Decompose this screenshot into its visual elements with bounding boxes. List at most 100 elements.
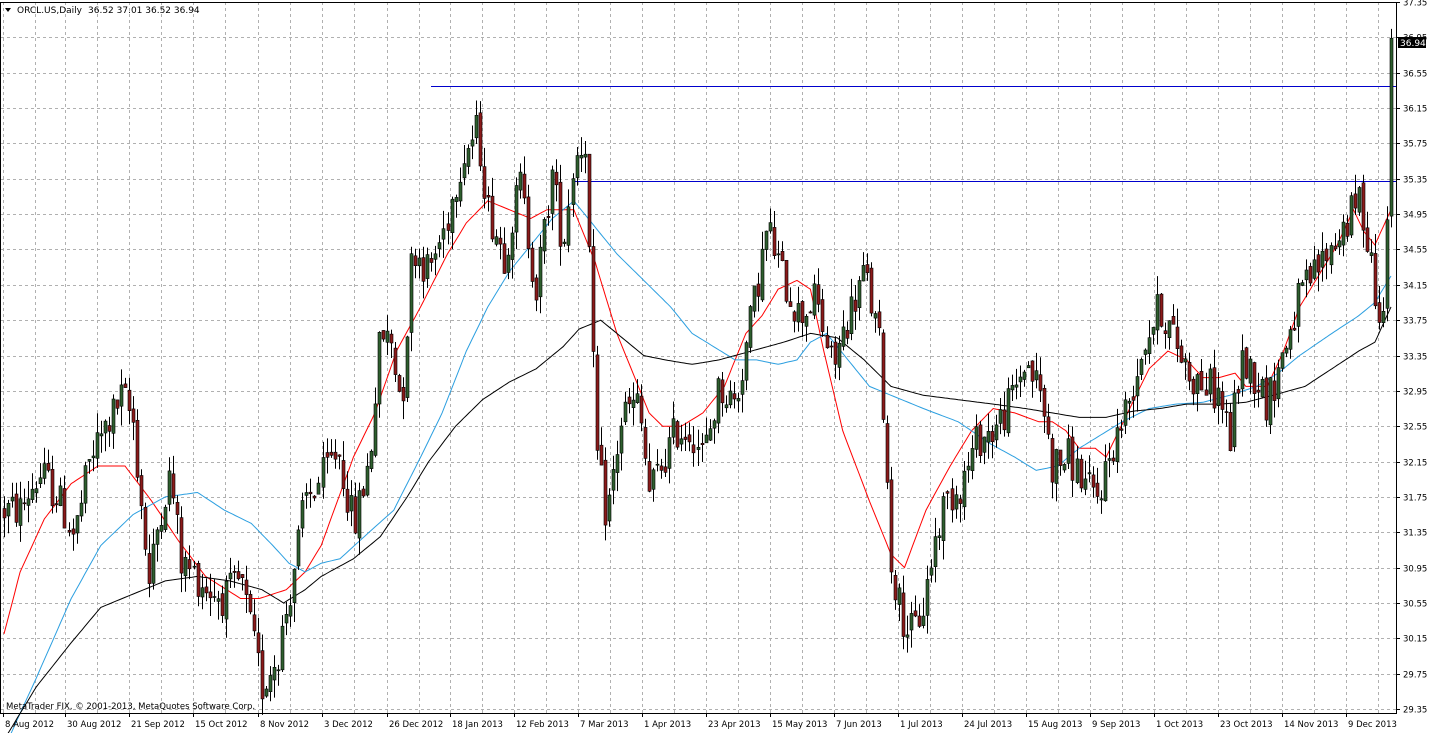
candle-down — [1042, 387, 1047, 417]
candle-up — [1329, 245, 1334, 266]
candle-down — [143, 506, 148, 550]
candle-up — [1034, 370, 1039, 381]
candle-up — [1284, 347, 1289, 354]
candle-down — [595, 354, 600, 451]
candle-down — [1199, 370, 1204, 391]
x-tick-label: 23 Oct 2013 — [1220, 720, 1273, 730]
candle-down — [691, 444, 696, 454]
candle-up — [441, 228, 446, 240]
candle-down — [131, 408, 136, 423]
candle-up — [417, 257, 422, 267]
candle-down — [1373, 253, 1378, 307]
candle-down — [877, 311, 882, 329]
candle-up — [151, 543, 156, 584]
candle-down — [260, 650, 265, 700]
x-tick-label: 30 Aug 2012 — [67, 720, 121, 730]
candle-up — [841, 326, 846, 347]
candle-down — [1220, 391, 1225, 410]
x-tick-label: 1 Oct 2013 — [1156, 720, 1203, 730]
x-tick-label: 26 Dec 2012 — [389, 720, 443, 730]
candle-down — [587, 153, 592, 247]
candle-up — [966, 465, 971, 471]
candle-up — [26, 498, 31, 506]
candle-down — [1308, 266, 1313, 284]
candle-down — [429, 258, 434, 263]
candle-down — [675, 421, 680, 448]
candle-down — [816, 284, 821, 305]
x-tick-label: 21 Sep 2012 — [131, 720, 185, 730]
candle-up — [619, 425, 624, 454]
candle-up — [377, 331, 382, 405]
candle-up — [1341, 221, 1346, 246]
candle-up — [264, 688, 269, 697]
y-tick-label: 35.75 — [1403, 140, 1427, 150]
candle-down — [1224, 411, 1229, 413]
candle-up — [369, 450, 374, 469]
candle-up — [6, 502, 11, 517]
candle-up — [1167, 320, 1172, 339]
y-tick-label: 29.35 — [1403, 706, 1427, 716]
candle-up — [873, 313, 878, 319]
plot-frame — [0, 2, 1397, 714]
candle-up — [1369, 252, 1374, 256]
candle-up — [994, 424, 999, 441]
candle-up — [575, 155, 580, 178]
candle-up — [1276, 367, 1281, 400]
candle-down — [498, 237, 503, 245]
candle-up — [760, 248, 765, 301]
candle-up — [159, 524, 164, 532]
y-tick-label: 37.35 — [1403, 0, 1427, 9]
candle-down — [1171, 315, 1176, 325]
candle-down — [139, 475, 144, 507]
candle-down — [784, 259, 789, 302]
candle-up — [986, 430, 991, 443]
candle-down — [853, 299, 858, 312]
candle-down — [978, 424, 983, 456]
candle-down — [627, 396, 632, 405]
x-tick-label: 3 Dec 2012 — [324, 720, 373, 730]
candle-up — [776, 253, 781, 256]
candle-up — [764, 230, 769, 250]
candle-up — [1240, 350, 1245, 390]
candle-up — [712, 420, 717, 429]
candle-down — [486, 195, 491, 198]
candle-down — [1091, 474, 1096, 488]
candle-down — [825, 334, 830, 349]
candle-down — [1316, 254, 1321, 273]
x-tick-label: 23 Apr 2013 — [708, 720, 761, 730]
candle-down — [1119, 428, 1124, 431]
candle-down — [308, 491, 313, 495]
candle-up — [433, 253, 438, 260]
candle-down — [353, 496, 358, 534]
candle-down — [554, 171, 559, 186]
candle-down — [788, 301, 793, 307]
candle-up — [155, 529, 160, 545]
candle-down — [115, 399, 120, 409]
candle-up — [494, 236, 499, 245]
candle-up — [679, 438, 684, 445]
candle-up — [1296, 282, 1301, 327]
candle-up — [925, 579, 930, 616]
candle-up — [1123, 399, 1128, 426]
candle-down — [22, 502, 27, 505]
candle-down — [196, 562, 201, 597]
current-price-label: 36.94 — [1400, 39, 1426, 49]
candle-down — [236, 571, 241, 580]
candle-down — [1272, 380, 1277, 401]
candle-down — [1377, 302, 1382, 323]
candle-up — [982, 436, 987, 453]
y-tick-label: 33.35 — [1403, 353, 1427, 363]
candle-up — [962, 470, 967, 508]
x-tick-label: 8 Aug 2012 — [5, 720, 54, 730]
candle-down — [683, 436, 688, 440]
x-tick-label: 15 Aug 2013 — [1028, 720, 1082, 730]
candle-up — [1143, 349, 1148, 355]
candle-up — [651, 469, 656, 490]
candle-down — [1111, 457, 1116, 462]
triangle-down-icon[interactable] — [5, 8, 11, 12]
candle-up — [937, 535, 942, 538]
candle-up — [405, 336, 410, 398]
candle-up — [623, 401, 628, 423]
candle-up — [514, 185, 519, 233]
